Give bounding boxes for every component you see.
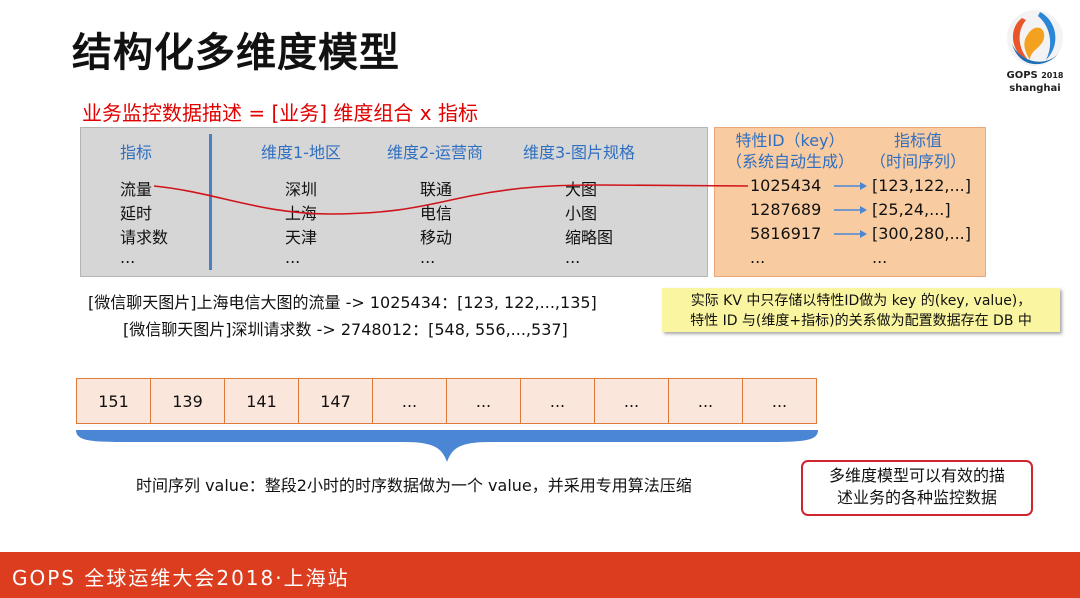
header-dim1: 维度1-地区 bbox=[261, 143, 341, 162]
logo-brand-text: GOPS 2018 bbox=[1000, 70, 1070, 82]
arrow-right-icon bbox=[834, 230, 867, 238]
kv-value-header: 指标值 （时间序列） bbox=[866, 130, 970, 172]
logo-name: GOPS bbox=[1006, 70, 1038, 81]
kv-storage-note: 实际 KV 中只存储以特性ID做为 key 的(key, value)， 特性 … bbox=[662, 288, 1060, 332]
metric-cell: ... bbox=[120, 248, 136, 267]
kv-value-header-line1: 指标值 bbox=[893, 131, 942, 150]
summary-note-line2: 述业务的各种监控数据 bbox=[836, 488, 997, 507]
series-cell: ... bbox=[447, 379, 521, 423]
metric-cell: 请求数 bbox=[120, 228, 169, 247]
kv-key-cell: 5816917 bbox=[750, 224, 822, 243]
header-dim2: 维度2-运营商 bbox=[387, 143, 483, 162]
series-cell: ... bbox=[373, 379, 447, 423]
table-divider bbox=[209, 134, 212, 270]
series-cell: ... bbox=[669, 379, 743, 423]
dim1-cell: 上海 bbox=[285, 204, 318, 223]
summary-note: 多维度模型可以有效的描 述业务的各种监控数据 bbox=[801, 460, 1033, 516]
dim2-cell: 电信 bbox=[420, 204, 453, 223]
series-cell: 151 bbox=[77, 379, 151, 423]
kv-key-cell: 1287689 bbox=[750, 200, 822, 219]
arrow-right-icon bbox=[834, 206, 867, 214]
kv-table bbox=[714, 127, 986, 277]
kv-key-cell: ... bbox=[750, 248, 766, 267]
dim2-cell: ... bbox=[420, 248, 436, 267]
summary-note-line1: 多维度模型可以有效的描 bbox=[828, 466, 1005, 485]
kv-key-header: 特性ID（key） （系统自动生成） bbox=[722, 130, 858, 172]
metric-cell: 流量 bbox=[120, 180, 153, 199]
dim1-cell: 天津 bbox=[285, 228, 318, 247]
series-cell: ... bbox=[521, 379, 595, 423]
gops-logo bbox=[1007, 10, 1063, 66]
dim3-cell: 小图 bbox=[565, 204, 598, 223]
series-cell: ... bbox=[743, 379, 816, 423]
footer-bar: GOPS 全球运维大会2018·上海站 bbox=[0, 552, 1080, 598]
metric-cell: 延时 bbox=[120, 204, 153, 223]
kv-value-cell: [300,280,...] bbox=[872, 224, 971, 243]
logo-year: 2018 bbox=[1041, 71, 1064, 80]
example-line: [微信聊天图片]上海电信大图的流量 -> 1025434：[123, 122,.… bbox=[88, 293, 597, 312]
series-cell: 147 bbox=[299, 379, 373, 423]
kv-storage-note-line2: 特性 ID 与(维度+指标)的关系做为配置数据存在 DB 中 bbox=[690, 313, 1032, 329]
footer-text: GOPS 全球运维大会2018·上海站 bbox=[12, 566, 350, 590]
kv-key-header-line2: （系统自动生成） bbox=[725, 152, 854, 171]
kv-key-cell: 1025434 bbox=[750, 176, 822, 195]
time-series-caption: 时间序列 value：整段2小时的时序数据做为一个 value，并采用专用算法压… bbox=[136, 476, 692, 495]
dim3-cell: ... bbox=[565, 248, 581, 267]
page-title: 结构化多维度模型 bbox=[72, 30, 400, 76]
kv-value-cell: ... bbox=[872, 248, 888, 267]
dim1-cell: 深圳 bbox=[285, 180, 318, 199]
series-cell: 141 bbox=[225, 379, 299, 423]
dim2-cell: 移动 bbox=[420, 228, 453, 247]
dim1-cell: ... bbox=[285, 248, 301, 267]
dim3-cell: 大图 bbox=[565, 180, 598, 199]
model-formula: 业务监控数据描述 = [业务] 维度组合 x 指标 bbox=[82, 101, 478, 125]
series-cell: ... bbox=[595, 379, 669, 423]
kv-key-header-line1: 特性ID（key） bbox=[735, 131, 845, 150]
dim2-cell: 联通 bbox=[420, 180, 453, 199]
time-series-strip: 151 139 141 147 ... ... ... ... ... ... bbox=[76, 378, 817, 424]
logo-city: shanghai bbox=[1009, 83, 1061, 94]
arrow-right-icon bbox=[834, 182, 867, 190]
example-line: [微信聊天图片]深圳请求数 -> 2748012：[548, 556,...,5… bbox=[123, 320, 568, 339]
dim3-cell: 缩略图 bbox=[565, 228, 614, 247]
kv-value-cell: [25,24,...] bbox=[872, 200, 951, 219]
kv-value-header-line2: （时间序列） bbox=[869, 152, 966, 171]
header-dim3: 维度3-图片规格 bbox=[523, 143, 635, 162]
header-metric: 指标 bbox=[120, 143, 153, 162]
kv-storage-note-line1: 实际 KV 中只存储以特性ID做为 key 的(key, value)， bbox=[690, 293, 1032, 309]
brace-shape bbox=[76, 430, 818, 462]
series-cell: 139 bbox=[151, 379, 225, 423]
kv-value-cell: [123,122,...] bbox=[872, 176, 971, 195]
